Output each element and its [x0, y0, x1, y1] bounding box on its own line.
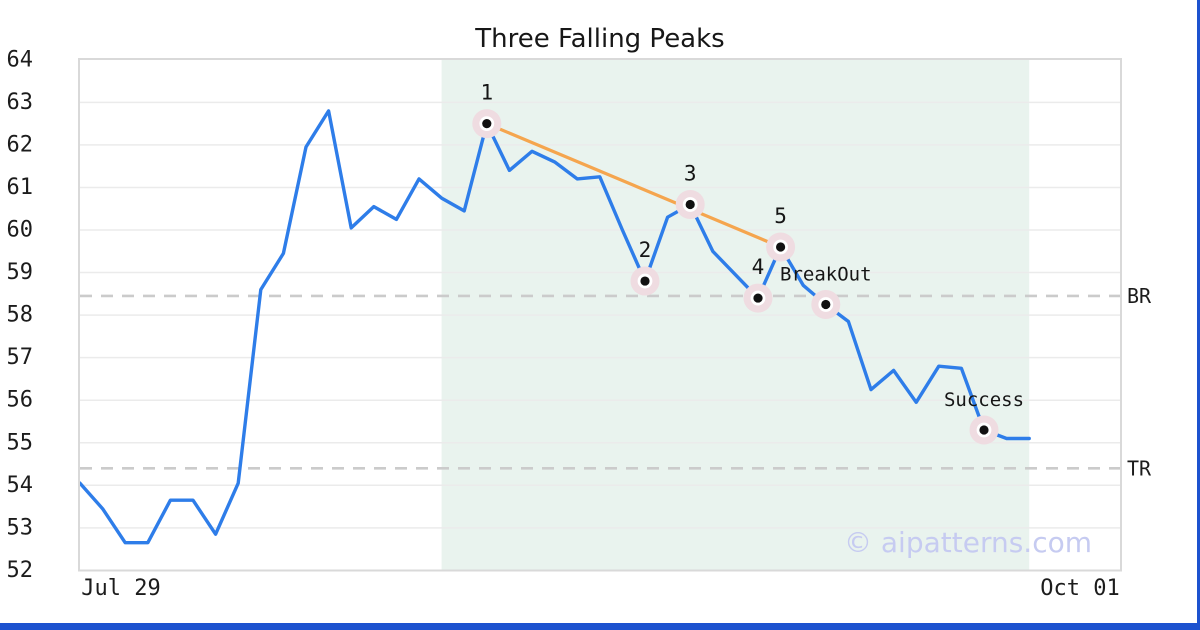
y-tick-label: 62: [7, 132, 34, 157]
y-tick-label: 57: [7, 345, 34, 370]
y-tick-label: 64: [7, 47, 34, 72]
br-level-label: BR: [1127, 284, 1152, 308]
y-tick-label: 60: [7, 218, 34, 243]
chart-layers: BR TR 1 2 3 4 5 BreakOut Success 64 63 62 61 60 59 58 57…: [7, 47, 1153, 601]
point-marker-4: [753, 293, 763, 303]
point-marker-2: [640, 276, 650, 286]
footer-bar: [0, 623, 1200, 630]
y-tick-label: 56: [7, 388, 34, 413]
y-tick-label: 59: [7, 260, 34, 285]
point-label-4: 4: [752, 255, 765, 279]
plot-border: [78, 58, 1122, 572]
point-label-2: 2: [639, 238, 652, 262]
point-label-5: 5: [774, 204, 787, 228]
chart-title: Three Falling Peaks: [474, 24, 724, 54]
point-label-1: 1: [480, 81, 493, 105]
point-label-BreakOut: BreakOut: [780, 263, 872, 285]
tr-level-label: TR: [1127, 456, 1152, 480]
x-tick-label: Jul 29: [81, 576, 160, 601]
y-tick-label: 55: [7, 430, 34, 455]
y-tick-label: 63: [7, 90, 34, 115]
y-tick-label: 58: [7, 303, 34, 328]
y-tick-label: 53: [7, 515, 34, 540]
point-marker-Success: [979, 425, 989, 435]
x-tick-label: Oct 01: [1040, 576, 1119, 601]
point-marker-BreakOut: [821, 299, 831, 310]
y-tick-label: 54: [7, 473, 34, 498]
price-line: [78, 109, 1031, 545]
watermark: © aipatterns.com: [844, 526, 1092, 559]
point-marker-3: [685, 199, 695, 210]
point-label-3: 3: [684, 161, 697, 185]
right-edge-bar: [1197, 0, 1200, 630]
point-marker-5: [776, 242, 786, 252]
y-tick-label: 61: [7, 175, 34, 200]
point-label-Success: Success: [944, 389, 1024, 411]
trend-line: [485, 122, 783, 249]
y-tick-label: 52: [7, 558, 34, 583]
point-marker-1: [482, 119, 492, 129]
